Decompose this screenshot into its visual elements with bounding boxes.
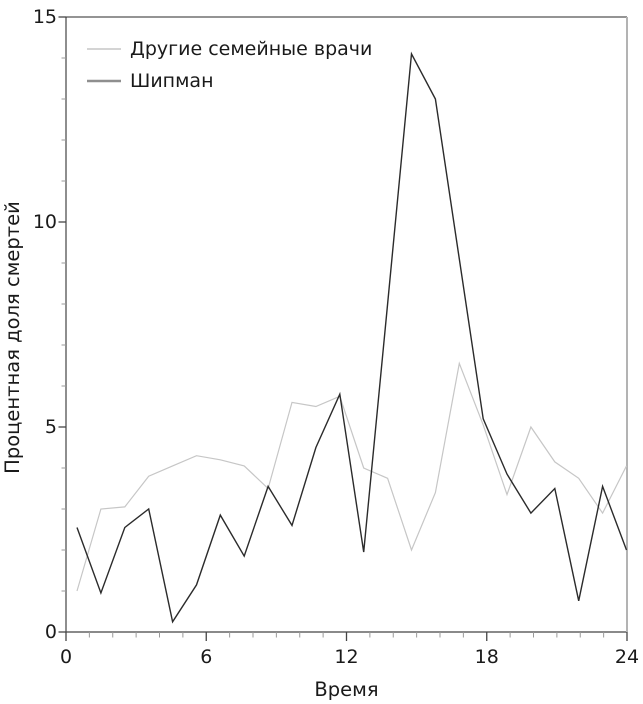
y-tick-label: 0 (45, 621, 57, 643)
tick-labels: 0 5 10 15 0 6 12 18 24 (33, 6, 639, 668)
series-line-shipman (76, 51, 628, 624)
chart-legend: Другие семейные врачи Шипман (87, 38, 372, 92)
axis-titles: Время Процентная доля смертей (1, 201, 379, 701)
x-tick-label: 24 (615, 646, 639, 668)
data-series (76, 51, 628, 624)
x-tick-label: 0 (60, 646, 72, 668)
series-line-other-doctors (76, 361, 628, 592)
y-tick-label: 10 (33, 211, 57, 233)
x-axis-title: Время (314, 678, 378, 701)
y-tick-label: 5 (45, 416, 57, 438)
x-tick-label: 18 (475, 646, 499, 668)
legend-label-shipman: Шипман (130, 70, 214, 92)
axis-ticks (58, 16, 628, 641)
legend-label-other-doctors: Другие семейные врачи (130, 38, 372, 60)
x-tick-label: 12 (334, 646, 358, 668)
y-tick-label: 15 (33, 6, 57, 28)
y-axis-title: Процентная доля смертей (1, 201, 24, 474)
x-tick-label: 6 (200, 646, 212, 668)
plot-frame (65, 16, 628, 633)
